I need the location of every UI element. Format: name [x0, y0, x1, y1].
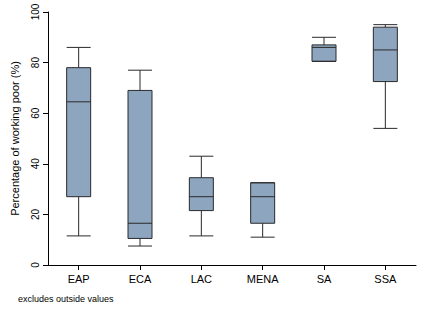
svg-text:MENA: MENA [247, 273, 279, 285]
svg-text:SA: SA [317, 273, 332, 285]
svg-text:80: 80 [30, 57, 41, 69]
svg-text:LAC: LAC [191, 273, 212, 285]
svg-text:20: 20 [30, 208, 41, 220]
svg-text:ECA: ECA [129, 273, 152, 285]
svg-text:Percentage of working poor (%): Percentage of working poor (%) [9, 61, 21, 216]
svg-text:100: 100 [30, 3, 41, 20]
svg-text:0: 0 [30, 262, 41, 268]
svg-text:EAP: EAP [68, 273, 90, 285]
svg-text:SSA: SSA [374, 273, 397, 285]
svg-text:excludes outside values: excludes outside values [18, 294, 114, 304]
svg-text:60: 60 [30, 107, 41, 119]
svg-text:40: 40 [30, 158, 41, 170]
